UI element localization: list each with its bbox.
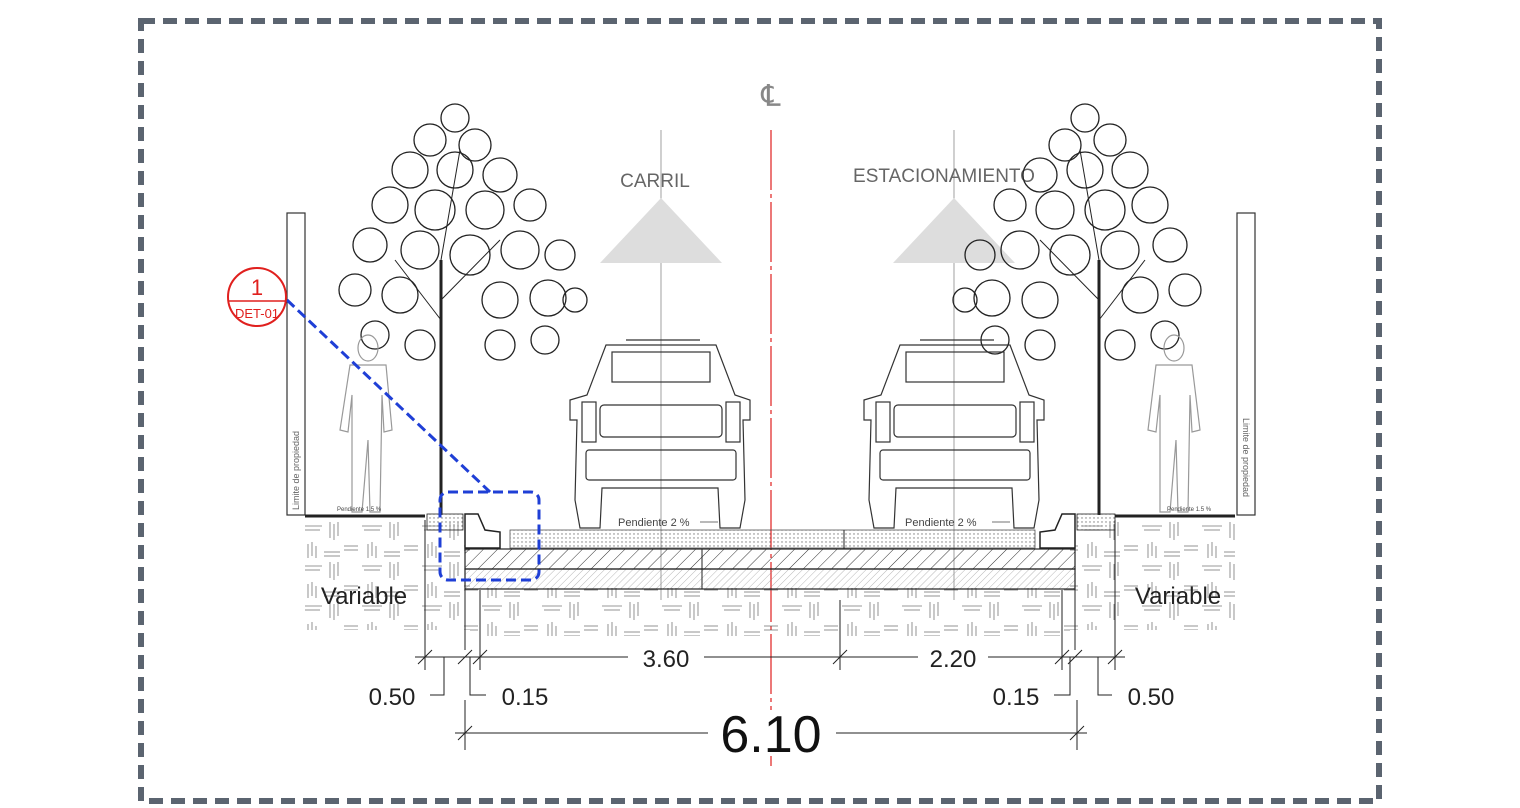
property-limit-right-label: Limite de propiedad xyxy=(1241,418,1251,497)
base-layer xyxy=(464,548,1076,570)
car-right-icon xyxy=(863,339,1045,529)
property-limit-left-label: Limite de propiedad xyxy=(291,431,301,510)
detail-number: 1 xyxy=(251,275,263,300)
property-limit-left xyxy=(286,212,306,516)
curb-right xyxy=(1039,513,1076,549)
parking-label: ESTACIONAMIENTO xyxy=(853,166,1035,187)
detail-sheet: DET-01 xyxy=(235,306,279,321)
asphalt-layer xyxy=(509,529,1036,549)
tree-right-icon xyxy=(952,103,1202,515)
dim-left-curb: 0.15 xyxy=(502,684,549,711)
car-left-icon xyxy=(569,339,751,529)
centerline-symbol: ℄ xyxy=(760,80,781,113)
parking-arrow-icon xyxy=(893,198,1015,263)
detail-leader xyxy=(285,298,492,494)
dim-right-curb: 0.15 xyxy=(993,684,1040,711)
tree-left-icon xyxy=(338,103,588,515)
curb-left xyxy=(464,513,501,549)
variable-left-label: Variable xyxy=(321,583,407,610)
drawing-frame xyxy=(138,18,1382,804)
dim-right-sidewalk: 0.50 xyxy=(1128,684,1175,711)
dim-left-sidewalk: 0.50 xyxy=(369,684,416,711)
dim-parking: 2.20 xyxy=(930,646,977,673)
slope-parking-label: Pendiente 2 % xyxy=(905,517,977,529)
property-limit-right xyxy=(1236,212,1256,516)
subbase-layer xyxy=(464,568,1076,590)
slope-sidewalk-right-label: Pendiente 1.5 % xyxy=(1167,507,1212,513)
slope-lane-label: Pendiente 2 % xyxy=(618,517,690,529)
lane-arrow-icon xyxy=(600,198,722,263)
variable-right-label: Variable xyxy=(1135,583,1221,610)
lane-label: CARRIL xyxy=(620,171,690,192)
pedestrian-right-icon xyxy=(1147,334,1201,513)
dim-lane: 3.60 xyxy=(643,646,690,673)
pedestrian-left-icon xyxy=(339,334,393,513)
dim-total: 6.10 xyxy=(720,706,821,764)
slope-sidewalk-left-label: Pendiente 1.5 % xyxy=(337,507,382,513)
detail-callout[interactable]: 1 DET-01 xyxy=(227,267,287,327)
